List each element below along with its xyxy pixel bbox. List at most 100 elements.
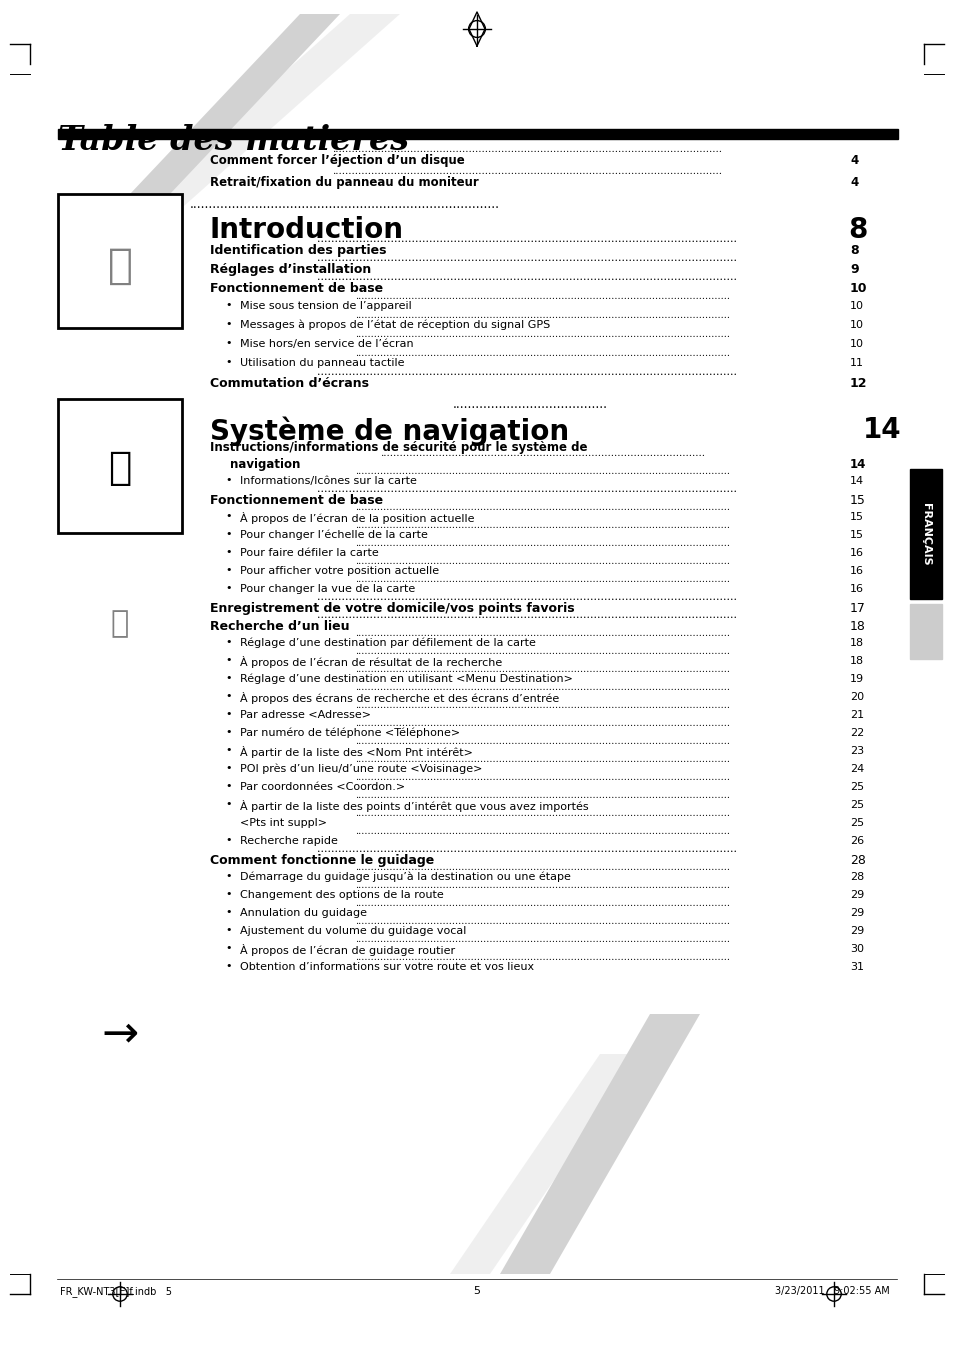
Bar xyxy=(909,604,941,659)
Text: ................................................................................: ........................................… xyxy=(355,737,729,746)
Text: •: • xyxy=(225,925,232,936)
Text: 10: 10 xyxy=(849,338,863,349)
Text: 29: 29 xyxy=(849,926,863,936)
Text: ................................................................................: ........................................… xyxy=(317,592,737,603)
Text: Obtention d’informations sur votre route et vos lieux: Obtention d’informations sur votre route… xyxy=(240,961,534,972)
Text: ................................................................................: ........................................… xyxy=(355,311,729,320)
Text: ................................................................................: ........................................… xyxy=(355,719,729,728)
Text: Informations/Icônes sur la carte: Informations/Icônes sur la carte xyxy=(240,477,416,486)
Text: ................................................................................: ........................................… xyxy=(355,647,729,657)
Text: 26: 26 xyxy=(849,835,863,846)
Text: Recherche d’un lieu: Recherche d’un lieu xyxy=(210,620,349,634)
Text: •: • xyxy=(225,835,232,845)
Text: 15: 15 xyxy=(849,529,863,540)
Text: Par adresse <Adresse>: Par adresse <Adresse> xyxy=(240,709,371,720)
FancyBboxPatch shape xyxy=(58,399,182,533)
Text: •: • xyxy=(225,655,232,665)
Text: Recherche rapide: Recherche rapide xyxy=(240,835,337,846)
Text: 30: 30 xyxy=(849,944,863,955)
Text: ................................................................................: ........................................… xyxy=(317,483,737,494)
Text: •: • xyxy=(225,565,232,575)
Text: ................................................................................: ........................................… xyxy=(355,756,729,764)
Text: Ajustement du volume du guidage vocal: Ajustement du volume du guidage vocal xyxy=(240,926,466,936)
Text: •: • xyxy=(225,942,232,953)
Text: ................................................................................: ........................................… xyxy=(317,234,737,244)
Text: 5: 5 xyxy=(473,1286,480,1296)
Polygon shape xyxy=(499,1014,700,1274)
Text: •: • xyxy=(225,301,232,310)
Polygon shape xyxy=(450,1053,639,1274)
Text: ................................................................................: ........................................… xyxy=(333,145,721,154)
Text: 22: 22 xyxy=(849,728,863,738)
Text: •: • xyxy=(225,871,232,881)
Text: 16: 16 xyxy=(849,584,863,594)
Text: Enregistrement de votre domicile/vos points favoris: Enregistrement de votre domicile/vos poi… xyxy=(210,603,574,615)
Text: 14: 14 xyxy=(862,416,901,444)
Text: À propos de l’écran de résultat de la recherche: À propos de l’écran de résultat de la re… xyxy=(240,655,501,668)
Text: Utilisation du panneau tactile: Utilisation du panneau tactile xyxy=(240,357,404,368)
Text: 🗎: 🗎 xyxy=(108,245,132,287)
Text: Commutation d’écrans: Commutation d’écrans xyxy=(210,376,369,390)
Text: 16: 16 xyxy=(849,566,863,575)
Text: 11: 11 xyxy=(849,357,863,368)
Text: 3/23/2011   9:02:55 AM: 3/23/2011 9:02:55 AM xyxy=(775,1286,889,1296)
Text: À partir de la liste des points d’intérêt que vous avez importés: À partir de la liste des points d’intérê… xyxy=(240,800,588,812)
Text: Pour faire défiler la carte: Pour faire défiler la carte xyxy=(240,548,378,558)
Polygon shape xyxy=(130,14,339,194)
Text: ................................................................................: ........................................… xyxy=(355,899,729,909)
Text: 19: 19 xyxy=(849,674,863,684)
Text: POI près d’un lieu/d’une route <Voisinage>: POI près d’un lieu/d’une route <Voisinag… xyxy=(240,764,482,774)
Text: •: • xyxy=(225,510,232,521)
Text: FR_KW-NT3[E]f.indb   5: FR_KW-NT3[E]f.indb 5 xyxy=(60,1286,172,1297)
Text: ................................................................................: ........................................… xyxy=(355,292,729,301)
Text: ................................................................................: ........................................… xyxy=(355,504,729,512)
Text: À propos de l’écran de la position actuelle: À propos de l’écran de la position actue… xyxy=(240,512,474,524)
Text: 10: 10 xyxy=(849,301,863,311)
Text: ................................................................................: ........................................… xyxy=(355,701,729,709)
Text: ................................................................................: ........................................… xyxy=(317,611,737,620)
Text: Par numéro de téléphone <Téléphone>: Par numéro de téléphone <Téléphone> xyxy=(240,728,459,738)
Text: 🚗: 🚗 xyxy=(109,450,132,487)
Text: 25: 25 xyxy=(849,800,863,810)
Text: 8: 8 xyxy=(847,217,866,244)
Text: ................................................................................: ........................................… xyxy=(355,665,729,674)
Text: •: • xyxy=(225,547,232,556)
Text: 9: 9 xyxy=(849,263,858,276)
Text: ................................................................................: ........................................… xyxy=(355,467,729,477)
Text: Pour afficher votre position actuelle: Pour afficher votre position actuelle xyxy=(240,566,438,575)
Text: •: • xyxy=(225,584,232,593)
Text: •: • xyxy=(225,338,232,348)
Text: 20: 20 xyxy=(849,692,863,701)
Text: 8: 8 xyxy=(849,244,858,257)
Text: ................................................................................: ........................................… xyxy=(317,367,737,376)
Text: 16: 16 xyxy=(849,548,863,558)
Text: 18: 18 xyxy=(849,655,863,666)
Text: •: • xyxy=(225,764,232,773)
Text: 4: 4 xyxy=(849,154,858,167)
Text: FRANÇAIS: FRANÇAIS xyxy=(920,502,930,566)
Text: 28: 28 xyxy=(849,854,865,867)
Text: •: • xyxy=(225,691,232,701)
Text: Messages à propos de l’état de réception du signal GPS: Messages à propos de l’état de réception… xyxy=(240,320,550,330)
Text: ................................................................................: ........................................… xyxy=(355,330,729,338)
Bar xyxy=(58,129,897,139)
Text: ................................................................................: ........................................… xyxy=(333,167,721,176)
Text: Pour changer la vue de la carte: Pour changer la vue de la carte xyxy=(240,584,415,594)
Text: •: • xyxy=(225,709,232,719)
Polygon shape xyxy=(80,14,399,255)
Text: Comment forcer l’éjection d’un disque: Comment forcer l’éjection d’un disque xyxy=(210,154,464,167)
Text: À propos des écrans de recherche et des écrans d’entrée: À propos des écrans de recherche et des … xyxy=(240,692,558,704)
Text: ................................................................................: ........................................… xyxy=(355,810,729,818)
Text: ................................................................................: ........................................… xyxy=(190,199,499,211)
Text: <Pts int suppl>: <Pts int suppl> xyxy=(240,818,327,829)
Text: Annulation du guidage: Annulation du guidage xyxy=(240,909,367,918)
Text: •: • xyxy=(225,529,232,539)
Text: ................................................................................: ........................................… xyxy=(355,791,729,800)
Text: ................................................................................: ........................................… xyxy=(355,773,729,783)
Text: 4: 4 xyxy=(849,176,858,190)
Text: 10: 10 xyxy=(849,320,863,330)
Text: ................................................................................: ........................................… xyxy=(355,684,729,692)
Bar xyxy=(909,468,941,598)
Text: 28: 28 xyxy=(849,872,863,881)
Text: Réglages d’installation: Réglages d’installation xyxy=(210,263,371,276)
